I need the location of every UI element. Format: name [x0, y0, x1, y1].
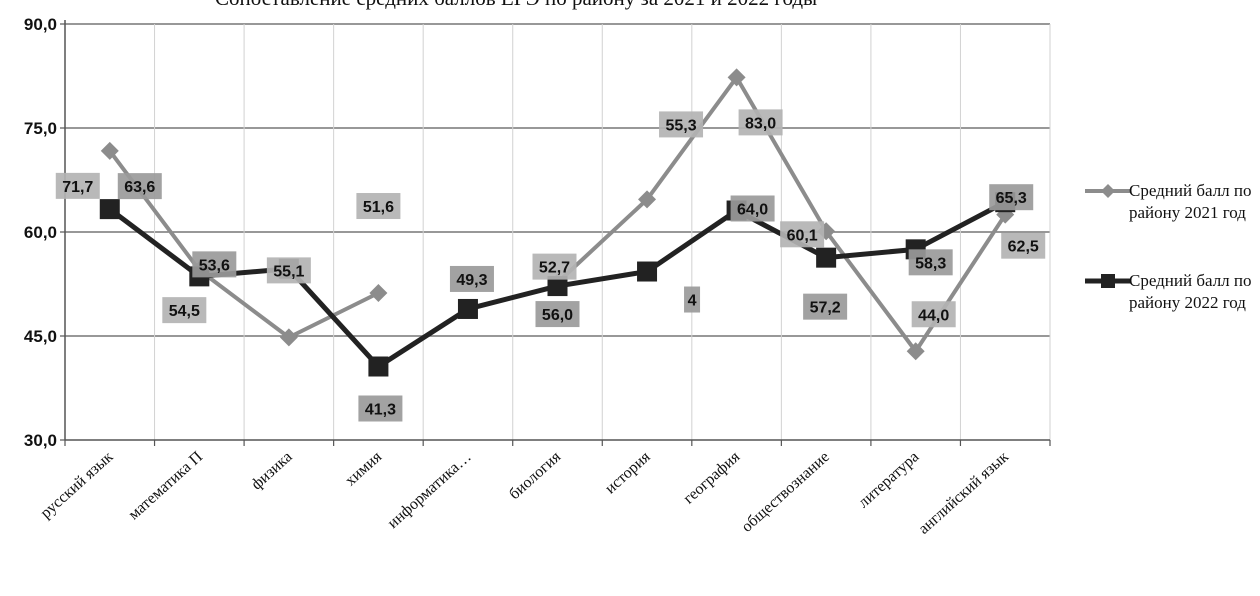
legend-item-2022: Средний балл по району 2022 год	[1085, 270, 1260, 360]
y-tick-label: 45,0	[24, 327, 57, 346]
category-label: математика П	[125, 448, 206, 523]
data-label-box	[162, 297, 207, 324]
grid-lines	[64, 23, 1051, 440]
data-point-2022	[457, 298, 478, 319]
data-label: 55,1	[273, 263, 304, 280]
data-label: 51,6	[363, 199, 394, 216]
data-label: 65,3	[996, 190, 1027, 207]
data-point-2021	[100, 141, 119, 160]
data-label-box	[908, 249, 953, 276]
data-point-2022	[547, 276, 568, 297]
data-labels: 71,7 54,5 55,1 51,6 52,7 55,3 83,0 60,1 44,0 62,5…	[55, 109, 1046, 422]
data-label-box	[730, 195, 775, 222]
category-label: информатика…	[384, 448, 474, 532]
data-label: 57,2	[810, 300, 841, 317]
data-point-2022	[816, 247, 837, 268]
data-point-2022	[368, 356, 389, 377]
tick-labels: 30,0 45,0 60,0 75,0 90,0 русский язык математи…	[24, 15, 1012, 538]
data-label-box	[532, 253, 577, 280]
series-line-0	[556, 75, 1007, 354]
data-label-box	[192, 251, 237, 278]
data-label-box	[780, 221, 825, 248]
data-label: 64,0	[737, 202, 768, 219]
y-tick-label: 60,0	[24, 223, 57, 242]
data-point-2021	[369, 284, 388, 303]
data-label-box	[356, 193, 401, 220]
data-label-box	[684, 286, 701, 313]
category-label: русский язык	[37, 448, 116, 522]
category-label: биология	[506, 448, 565, 503]
data-point-2022	[99, 199, 120, 220]
data-label-box	[266, 257, 311, 284]
data-label-box	[738, 109, 783, 136]
y-tick-label: 75,0	[24, 119, 57, 138]
category-label: обществознание	[738, 448, 832, 535]
data-label-box	[989, 184, 1034, 211]
category-label: литература	[855, 448, 922, 511]
category-label: география	[680, 448, 743, 508]
y-tick-label: 30,0	[24, 431, 57, 450]
data-label-box	[1001, 232, 1046, 259]
data-point-2021	[638, 190, 657, 209]
category-label: физика	[248, 448, 295, 493]
data-label: 41,3	[365, 402, 396, 419]
category-label: история	[602, 448, 654, 497]
data-label: 63,6	[124, 179, 155, 196]
axes	[60, 20, 1051, 446]
data-label-box	[449, 265, 494, 292]
legend: Средний балл по району 2021 год Средний …	[1085, 180, 1260, 360]
category-label: химия	[342, 448, 386, 490]
data-label: 62,5	[1008, 239, 1039, 256]
data-point-2021	[727, 68, 746, 87]
data-label: 4	[688, 293, 697, 310]
legend-item-2021: Средний балл по району 2021 год	[1085, 180, 1260, 270]
legend-swatch-2021	[1085, 184, 1131, 198]
legend-swatch-2022	[1085, 274, 1131, 288]
data-label-box	[659, 111, 704, 138]
data-label-box	[911, 301, 956, 328]
data-label: 53,6	[199, 257, 230, 274]
data-label: 60,1	[787, 227, 818, 244]
data-point-2021	[279, 328, 298, 347]
series-lines	[99, 68, 1016, 377]
category-label: английский язык	[915, 448, 1012, 538]
data-label: 56,0	[542, 307, 573, 324]
chart-title: Сопоставление средних баллов ЕГЭ по райо…	[215, 0, 1035, 11]
data-label: 58,3	[915, 255, 946, 272]
data-label-box	[55, 172, 100, 199]
data-label: 83,0	[745, 115, 776, 132]
data-label: 55,3	[665, 117, 696, 134]
legend-label-2022: Средний балл по району 2022 год	[1129, 271, 1252, 312]
data-label: 54,5	[169, 303, 200, 320]
data-point-2022	[637, 261, 658, 282]
data-label: 49,3	[456, 272, 487, 289]
data-label: 52,7	[539, 260, 570, 277]
legend-label-2021: Средний балл по району 2021 год	[1129, 181, 1252, 222]
data-point-2021	[906, 342, 925, 361]
data-label-box	[535, 301, 580, 328]
data-label: 71,7	[62, 179, 93, 196]
data-label: 44,0	[918, 307, 949, 324]
data-label-box	[358, 395, 403, 422]
data-label-box	[117, 173, 162, 200]
data-label-box	[803, 293, 848, 320]
y-tick-label: 90,0	[24, 15, 57, 34]
